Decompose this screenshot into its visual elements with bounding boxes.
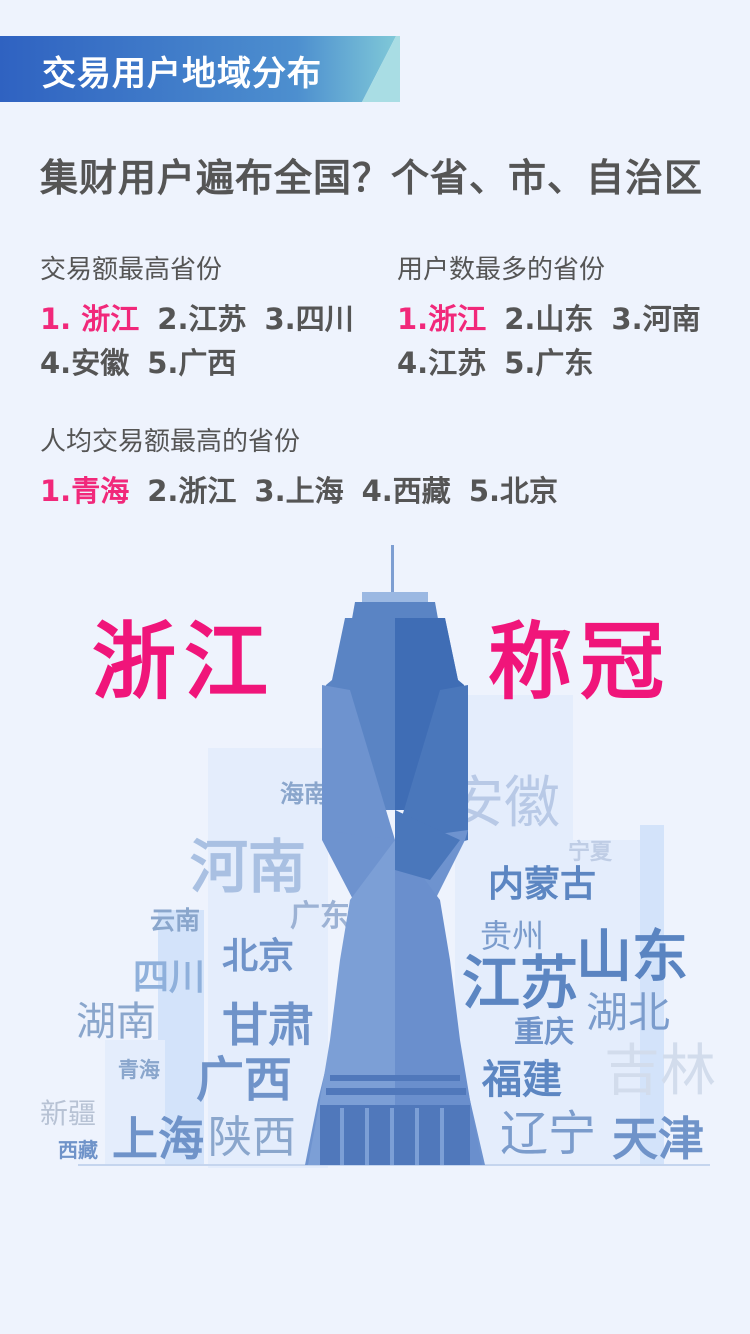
province-word: 辽宁 [500, 1106, 597, 1162]
province-word: 新疆 [40, 1097, 97, 1130]
province-word: 吉林 [604, 1039, 716, 1104]
rank-item: 2.山东 [504, 302, 594, 336]
rank-item: 1. 浙江 [40, 302, 140, 336]
province-word: 福建 [482, 1057, 562, 1103]
province-word: 广西 [196, 1052, 293, 1108]
province-word: 贵州 [480, 917, 545, 955]
province-word: 四川 [133, 957, 206, 998]
rank-item: 5.广西 [147, 346, 237, 380]
top-users-row-2: 4.江苏 5.广东 [397, 340, 611, 382]
province-word: 重庆 [514, 1015, 574, 1050]
building-bg [570, 840, 640, 1165]
province-word: 海南 [280, 780, 328, 808]
province-word: 天津 [612, 1112, 704, 1166]
tower-illustration [305, 545, 485, 1165]
banner-shape [0, 36, 400, 102]
rank-item: 1.青海 [40, 474, 130, 508]
rank-item: 2.江苏 [157, 302, 247, 336]
top-users-row-1: 1.浙江 2.山东 3.河南 [397, 296, 719, 338]
province-word: 青海 [118, 1058, 160, 1082]
province-word: 山东 [576, 925, 688, 990]
province-word: 河南 [190, 833, 307, 901]
rank-item: 4.江苏 [397, 346, 487, 380]
building-bg [640, 825, 664, 1165]
province-word: 云南 [150, 906, 201, 935]
top-users-label: 用户数最多的省份 [397, 255, 606, 285]
rank-item: 3.四川 [264, 302, 354, 336]
top-amount-row-1: 1. 浙江 2.江苏 3.四川 [40, 296, 372, 338]
rank-item: 4.西藏 [361, 474, 451, 508]
building-bg [105, 1040, 165, 1165]
province-word: 湖南 [76, 999, 156, 1045]
rank-item: 1.浙江 [397, 302, 487, 336]
top-per-capita-row: 1.青海 2.浙江 3.上海 4.西藏 5.北京 [40, 468, 576, 510]
rank-item: 3.上海 [254, 474, 344, 508]
rank-item: 5.北京 [468, 474, 559, 508]
province-word: 陕西 [208, 1112, 296, 1163]
top-amount-row-2: 4.安徽 5.广西 [40, 340, 254, 382]
province-word: 广东 [290, 899, 350, 934]
province-word: 甘肃 [222, 998, 314, 1052]
headline: 集财用户遍布全国？个省、市、自治区 [40, 156, 704, 200]
province-word: 内蒙古 [488, 864, 597, 905]
hero-title-left: 浙江 [92, 613, 277, 711]
section-banner: 交易用户地域分布 [0, 36, 400, 102]
building-bg [208, 748, 328, 1168]
province-word: 北京 [222, 936, 295, 977]
city-illustration: 海南 安徽 河南 宁夏 内蒙古 云南 广东 贵州 北京 四川 江苏 山东 湖南 … [0, 540, 750, 1180]
province-word: 江苏 [462, 949, 579, 1017]
top-per-capita-label: 人均交易额最高的省份 [40, 427, 301, 457]
rank-item: 2.浙江 [147, 474, 237, 508]
building-bg [455, 695, 573, 1165]
province-word: 宁夏 [568, 840, 613, 865]
province-word: 湖北 [586, 988, 671, 1037]
province-word: 上海 [112, 1112, 204, 1166]
building-bg [158, 910, 204, 1165]
rank-item: 5.广东 [504, 346, 594, 380]
banner-title: 交易用户地域分布 [42, 54, 322, 94]
rank-item: 3.河南 [611, 302, 701, 336]
rank-item: 4.安徽 [40, 346, 130, 380]
top-amount-label: 交易额最高省份 [40, 255, 223, 285]
hero-title-right: 称冠 [488, 613, 673, 711]
province-word: 西藏 [58, 1138, 98, 1162]
